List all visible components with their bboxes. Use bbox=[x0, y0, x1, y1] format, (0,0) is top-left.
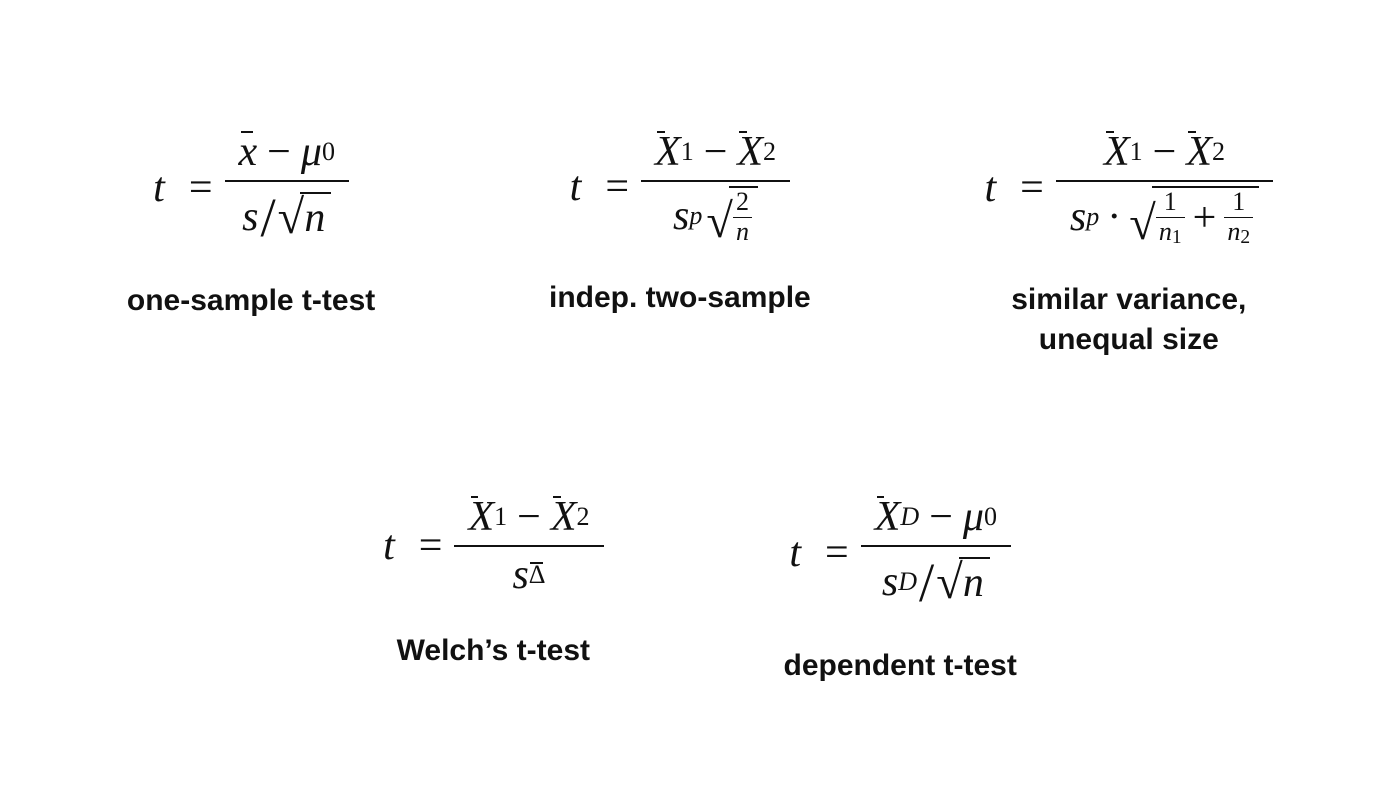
sub-zero: 0 bbox=[322, 137, 335, 167]
minus: − bbox=[507, 493, 551, 541]
sub-1: 1 bbox=[494, 502, 507, 532]
sqrt: √n bbox=[936, 557, 990, 607]
equals: = bbox=[593, 163, 641, 211]
lhs: t bbox=[153, 164, 177, 212]
denominator: sp · √ 1n1 + 1n2 bbox=[1056, 182, 1273, 252]
denominator: sp √ 2n bbox=[659, 182, 772, 250]
caption: dependent t-test bbox=[784, 646, 1017, 687]
formula-welch: t = X1 − X2 sΔ Welch’s t-test bbox=[383, 489, 603, 672]
lhs: t bbox=[984, 164, 1008, 212]
equals: = bbox=[1008, 164, 1056, 212]
minus: − bbox=[919, 493, 963, 541]
sub-1: 1 bbox=[681, 137, 694, 167]
formula-grid: t = x − μ0 s/√n one-sample t-test bbox=[40, 60, 1360, 750]
x2-bar: X bbox=[1186, 128, 1212, 176]
xd-bar: X bbox=[875, 493, 901, 541]
fraction: X1 − X2 sΔ bbox=[454, 489, 603, 603]
formula-expr: t = x − μ0 s/√n bbox=[153, 124, 349, 253]
frac-2-n: 2n bbox=[733, 188, 752, 246]
minus: − bbox=[1143, 128, 1187, 176]
numerator: XD − μ0 bbox=[861, 489, 1011, 545]
x1-bar: X bbox=[1104, 128, 1130, 176]
formula-expr: t = XD − μ0 sD/√n bbox=[789, 489, 1011, 618]
sub-d: D bbox=[898, 567, 917, 597]
sub-zero: 0 bbox=[984, 502, 997, 532]
numerator: X1 − X2 bbox=[641, 124, 790, 180]
denominator: s/√n bbox=[228, 182, 345, 253]
caption: similar variance,unequal size bbox=[1011, 280, 1246, 361]
mu: μ bbox=[963, 493, 984, 541]
x1-bar: X bbox=[655, 128, 681, 176]
lhs: t bbox=[570, 163, 594, 211]
sub-2: 2 bbox=[763, 137, 776, 167]
sp: s bbox=[673, 192, 689, 240]
sub-d: D bbox=[900, 502, 919, 532]
fraction: X1 − X2 sp √ 2n bbox=[641, 124, 790, 250]
numerator: X1 − X2 bbox=[1090, 124, 1239, 180]
sub-1: 1 bbox=[1130, 137, 1143, 167]
sub-2: 2 bbox=[577, 502, 590, 532]
formula-dependent: t = XD − μ0 sD/√n dependent t-test bbox=[784, 489, 1017, 687]
numerator: x − μ0 bbox=[225, 124, 349, 180]
equals: = bbox=[813, 529, 861, 577]
n: n bbox=[304, 194, 325, 242]
row-top: t = x − μ0 s/√n one-sample t-test bbox=[40, 124, 1360, 361]
sqrt: √ 2n bbox=[706, 186, 758, 246]
sub-p: p bbox=[1086, 202, 1099, 232]
formula-one-sample: t = x − μ0 s/√n one-sample t-test bbox=[127, 124, 375, 322]
equals: = bbox=[407, 522, 455, 570]
x1-bar: X bbox=[468, 493, 494, 541]
n: n bbox=[963, 559, 984, 607]
formula-indep-two-sample: t = X1 − X2 sp √ 2n bbox=[549, 124, 811, 319]
numerator: X1 − X2 bbox=[454, 489, 603, 545]
caption: indep. two-sample bbox=[549, 278, 811, 319]
minus: − bbox=[694, 128, 738, 176]
fraction: X1 − X2 sp · √ 1n1 + bbox=[1056, 124, 1273, 252]
sqrt: √ 1n1 + 1n2 bbox=[1129, 186, 1259, 248]
cdot: · bbox=[1099, 193, 1129, 241]
sub-2: 2 bbox=[1212, 137, 1225, 167]
formula-expr: t = X1 − X2 sp · √ 1n1 bbox=[984, 124, 1273, 252]
sqrt: √n bbox=[278, 192, 332, 242]
formula-expr: t = X1 − X2 sΔ bbox=[383, 489, 603, 603]
formula-similar-variance: t = X1 − X2 sp · √ 1n1 bbox=[984, 124, 1273, 361]
formula-expr: t = X1 − X2 sp √ 2n bbox=[570, 124, 790, 250]
x-bar: x bbox=[239, 128, 258, 176]
plus: + bbox=[1185, 194, 1225, 242]
fraction: XD − μ0 sD/√n bbox=[861, 489, 1011, 618]
mu: μ bbox=[301, 128, 322, 176]
x2-bar: X bbox=[737, 128, 763, 176]
equals: = bbox=[177, 164, 225, 212]
frac-1-n2: 1n2 bbox=[1224, 188, 1253, 248]
s: s bbox=[512, 551, 528, 599]
row-bottom: t = X1 − X2 sΔ Welch’s t-test bbox=[40, 489, 1360, 687]
sp: s bbox=[1070, 193, 1086, 241]
caption: Welch’s t-test bbox=[397, 631, 590, 672]
slash: / bbox=[917, 551, 936, 614]
x2-bar: X bbox=[551, 493, 577, 541]
fraction: x − μ0 s/√n bbox=[225, 124, 349, 253]
minus: − bbox=[257, 128, 301, 176]
denominator: sD/√n bbox=[868, 547, 1004, 618]
denominator: sΔ bbox=[498, 547, 559, 603]
lhs: t bbox=[789, 529, 813, 577]
s: s bbox=[242, 193, 258, 241]
sd: s bbox=[882, 558, 898, 606]
caption: one-sample t-test bbox=[127, 281, 375, 322]
frac-1-n1: 1n1 bbox=[1156, 188, 1185, 248]
sub-p: p bbox=[689, 201, 702, 231]
sub-delta-bar: Δ bbox=[529, 560, 546, 590]
lhs: t bbox=[383, 522, 407, 570]
slash: / bbox=[259, 186, 278, 249]
